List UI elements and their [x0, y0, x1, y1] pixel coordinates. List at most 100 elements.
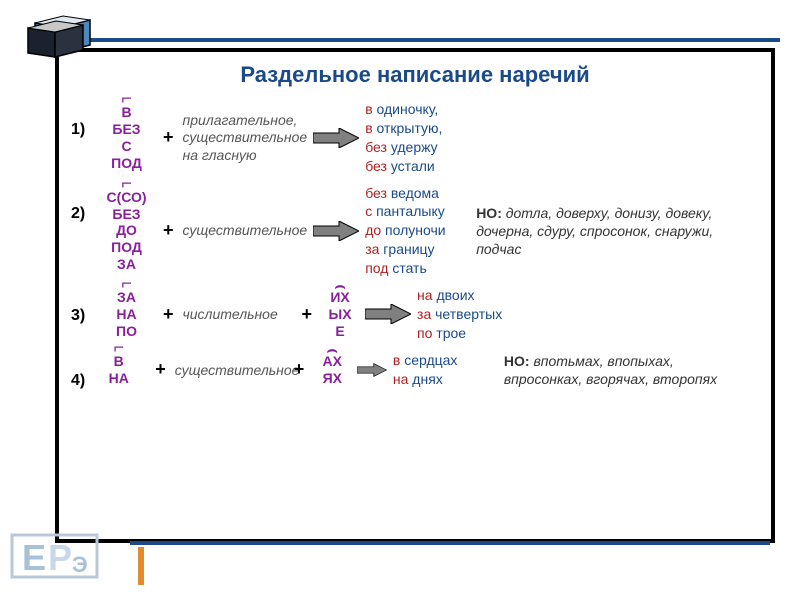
example-suffix: полуночи [385, 222, 446, 238]
plus-sign: + [291, 359, 308, 381]
prefix-item: ДО [99, 222, 154, 239]
svg-text:Е: Е [22, 537, 46, 578]
logo-icon: Е Р Э [10, 530, 105, 590]
orange-bar [138, 547, 144, 585]
exception-text: дотла, доверху, донизу, довеку, дочерна,… [476, 205, 713, 257]
plus-sign: + [160, 127, 177, 149]
example-prefix: под [365, 260, 392, 276]
prefixes: ⌐ВНА [91, 353, 146, 387]
content-frame: Раздельное написание наречий 1)⌐ВБЕЗСПОД… [55, 48, 775, 543]
arrow-icon [313, 221, 359, 241]
example-prefix: на [417, 287, 436, 303]
row-number: 1) [71, 100, 93, 139]
prefix-item: С [99, 138, 154, 155]
example-line: в сердцах [393, 351, 498, 370]
suffixes: ⌢ИХЫХЕ [321, 289, 359, 339]
suffix-caret-icon: ⌢ [334, 282, 345, 291]
prefix-item: ПОД [99, 239, 154, 256]
book-icon [20, 10, 95, 65]
examples: без ведомас панталыкудо полуночиза грани… [365, 184, 470, 278]
example-suffix: ведома [391, 185, 439, 201]
examples: в одиночку,в открытую,без удержубез уста… [365, 100, 470, 176]
example-prefix: на [393, 371, 412, 387]
prefix-item: ПОД [99, 155, 154, 172]
examples: в сердцахна днях [393, 351, 498, 389]
exception-text: впотьмах, впопыхах, впросонках, вгорячах… [504, 353, 717, 387]
example-suffix: одиночку, [377, 101, 439, 117]
top-rule [60, 38, 780, 42]
example-line: за границу [365, 240, 470, 259]
example-prefix: в [393, 352, 404, 368]
exception: НО: дотла, доверху, донизу, довеку, доче… [476, 204, 726, 259]
example-suffix: стать [392, 260, 426, 276]
exception-label: НО: [476, 205, 506, 221]
example-prefix: в [365, 120, 376, 136]
example-prefix: до [365, 222, 385, 238]
example-prefix: по [417, 325, 436, 341]
example-line: без устали [365, 157, 470, 176]
example-line: в одиночку, [365, 100, 470, 119]
example-suffix: днях [412, 371, 442, 387]
example-line: за четвертых [417, 305, 522, 324]
svg-text:Э: Э [72, 552, 88, 577]
example-prefix: с [365, 203, 376, 219]
example-prefix: за [365, 241, 383, 257]
plus-sign: + [299, 304, 316, 326]
description: числительное [183, 306, 293, 324]
example-line: в открытую, [365, 119, 470, 138]
examples: на двоихза четвертыхпо трое [417, 286, 522, 343]
example-suffix: двоих [436, 287, 474, 303]
prefix-item: НА [99, 306, 154, 323]
example-suffix: четвертых [435, 306, 502, 322]
row-number: 2) [71, 184, 93, 223]
example-suffix: устали [391, 158, 435, 174]
svg-text:Р: Р [48, 537, 72, 578]
prefix-bracket-icon: ⌐ [121, 279, 132, 288]
rows-container: 1)⌐ВБЕЗСПОД + прилагательное,существительн… [71, 100, 759, 390]
example-line: без ведома [365, 184, 470, 203]
example-prefix: без [365, 139, 391, 155]
page-title: Раздельное написание наречий [71, 62, 759, 88]
exception: НО: впотьмах, впопыхах, впросонках, вгор… [504, 352, 753, 388]
example-suffix: трое [436, 325, 466, 341]
arrow-icon [365, 304, 411, 324]
suffix-item: Е [321, 323, 359, 340]
plus-sign: + [160, 304, 177, 326]
prefix-bracket-icon: ⌐ [113, 343, 124, 352]
rule-row: 4)⌐ВНА+существительное+⌢АХЯХв сердцахна … [71, 351, 759, 390]
example-line: под стать [365, 259, 470, 278]
rule-row: 1)⌐ВБЕЗСПОД + прилагательное,существительн… [71, 100, 759, 176]
example-line: на днях [393, 370, 498, 389]
example-line: по трое [417, 324, 522, 343]
row-number: 4) [71, 351, 85, 390]
prefixes: ⌐ЗАНАПО [99, 289, 154, 339]
prefixes: ⌐ВБЕЗСПОД [99, 104, 154, 171]
example-suffix: сердцах [404, 352, 457, 368]
arrow-icon [313, 128, 359, 148]
example-prefix: без [365, 185, 391, 201]
rule-row: 3)⌐ЗАНАПО+числительное+⌢ИХЫХЕна двоихза … [71, 286, 759, 343]
prefix-item: НА [91, 370, 146, 387]
plus-sign: + [152, 359, 169, 381]
prefixes: ⌐С(СО)БЕЗДОПОДЗА [99, 189, 154, 273]
example-line: без удержу [365, 138, 470, 157]
prefix-item: БЕЗ [99, 121, 154, 138]
prefix-item: ЗА [99, 256, 154, 273]
suffix-item: ЯХ [313, 370, 351, 387]
exception-label: НО: [504, 353, 534, 369]
row-number: 3) [71, 286, 93, 325]
prefix-item: ПО [99, 323, 154, 340]
example-suffix: границу [383, 241, 434, 257]
rule-row: 2)⌐С(СО)БЕЗДОПОДЗА+существительноебез ве… [71, 184, 759, 278]
example-prefix: за [417, 306, 435, 322]
description: существительное [175, 362, 285, 380]
prefix-bracket-icon: ⌐ [121, 94, 132, 103]
example-suffix: удержу [391, 139, 438, 155]
suffixes: ⌢АХЯХ [313, 353, 351, 387]
example-line: на двоих [417, 286, 522, 305]
prefix-item: БЕЗ [99, 206, 154, 223]
example-suffix: открытую, [377, 120, 443, 136]
prefix-bracket-icon: ⌐ [121, 179, 132, 188]
description: существительное [183, 222, 308, 240]
description: прилагательное,существительноена гласную [183, 112, 308, 165]
